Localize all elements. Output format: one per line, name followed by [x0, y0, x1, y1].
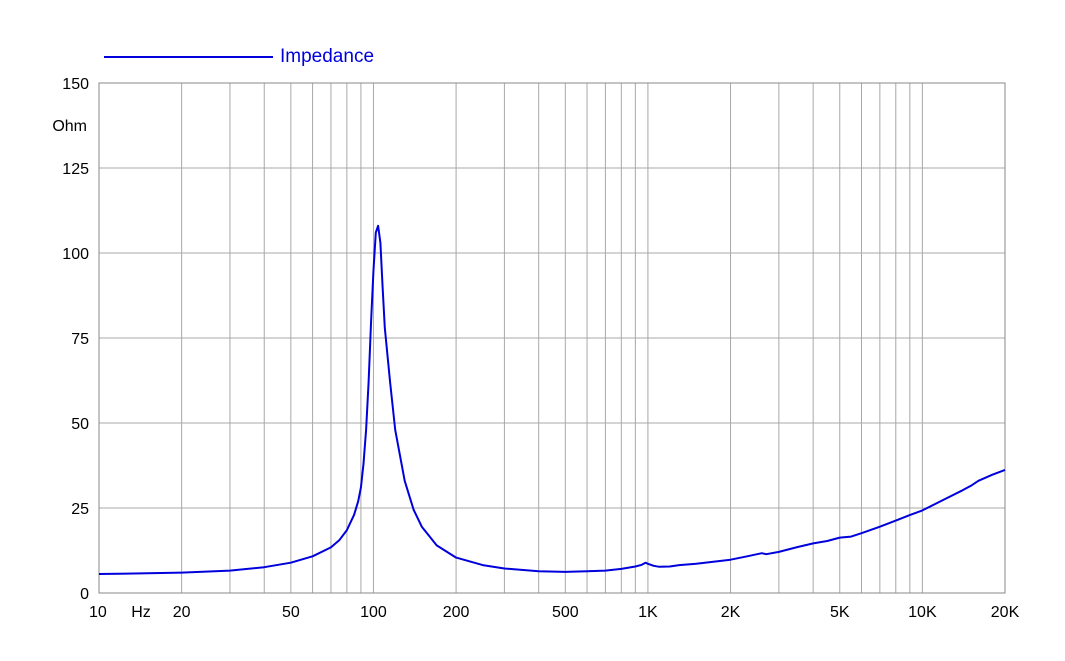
- y-tick-label: 0: [80, 586, 89, 603]
- y-tick-label: 100: [62, 246, 89, 263]
- y-tick-label: 75: [71, 331, 89, 348]
- x-axis-unit-label: Hz: [131, 604, 151, 621]
- y-axis-ticks: 0 25 50 75 100 125 150: [62, 76, 89, 603]
- y-tick-label: 125: [62, 161, 89, 178]
- x-tick-label: 20K: [991, 604, 1020, 621]
- x-tick-label: 20: [173, 604, 191, 621]
- grid: [99, 83, 1005, 593]
- x-tick-label: 1K: [638, 604, 658, 621]
- legend-label-impedance: Impedance: [280, 46, 374, 67]
- y-tick-label: 50: [71, 416, 89, 433]
- y-axis-label: Ohm: [52, 118, 87, 135]
- x-axis-ticks: 10 20 50 100 200 500 1K 2K 5K 10K 20K: [89, 604, 1020, 621]
- series-line-impedance: [98, 224, 1006, 575]
- x-tick-label: 10K: [908, 604, 937, 621]
- x-tick-label: 50: [282, 604, 300, 621]
- x-tick-label: 200: [443, 604, 470, 621]
- plot-frame: [98, 82, 1006, 594]
- x-tick-label: 5K: [830, 604, 850, 621]
- y-tick-label: 150: [62, 76, 89, 93]
- legend: Impedance: [104, 46, 374, 67]
- x-tick-label: 500: [552, 604, 579, 621]
- x-tick-label: 10: [89, 604, 107, 621]
- x-tick-label: 100: [360, 604, 387, 621]
- y-tick-label: 25: [71, 501, 89, 518]
- x-tick-label: 2K: [721, 604, 741, 621]
